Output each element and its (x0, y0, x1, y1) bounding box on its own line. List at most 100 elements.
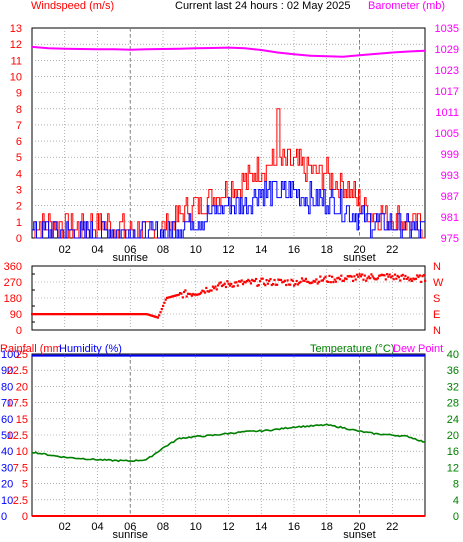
temperature-tick-label: 32 (447, 381, 459, 393)
direction-point (232, 285, 235, 288)
windspeed-tick-label: 11 (11, 55, 22, 67)
direction-point (235, 281, 238, 284)
direction-point (113, 313, 116, 316)
direction-tick-label: 90 (10, 309, 22, 321)
wind-x-tick-label: 14 (255, 244, 267, 256)
direction-point (238, 280, 241, 283)
direction-point (337, 276, 340, 279)
direction-point (95, 313, 98, 316)
direction-point (316, 282, 319, 285)
compass-tick-label: W (433, 277, 444, 289)
direction-point (321, 279, 324, 282)
direction-point (260, 277, 263, 280)
direction-point (121, 313, 124, 316)
direction-point (133, 313, 136, 316)
direction-point (206, 290, 209, 293)
direction-point (101, 313, 104, 316)
direction-point (92, 313, 95, 316)
direction-point (159, 311, 162, 314)
direction-point (31, 313, 34, 316)
direction-point (345, 277, 348, 281)
direction-point (389, 276, 393, 279)
direction-point (338, 278, 342, 281)
direction-point (141, 313, 144, 316)
direction-point (169, 295, 173, 298)
direction-point (258, 280, 262, 283)
temp-x-tick-label: 18 (321, 521, 333, 533)
direction-point (70, 313, 73, 316)
windspeed-tick-label: 1 (16, 217, 22, 229)
direction-panel: 0 N 90 E 180 S 270 W 360 N (4, 261, 444, 337)
direction-point (58, 313, 61, 316)
direction-point (234, 281, 237, 284)
direction-point (269, 278, 272, 281)
direction-point (355, 273, 359, 276)
direction-point (265, 279, 268, 282)
direction-point (118, 313, 121, 316)
direction-point (93, 313, 97, 316)
windspeed-tick-label: 2 (16, 201, 22, 213)
temperature-tick-label: 36 (447, 365, 459, 377)
direction-point (349, 274, 352, 278)
direction-point (57, 313, 60, 316)
direction-point (54, 313, 57, 316)
wind-x-tick-label: 08 (157, 244, 169, 256)
direction-point (183, 290, 186, 294)
direction-point (319, 275, 322, 278)
direction-point (374, 278, 377, 281)
direction-point (32, 313, 35, 316)
direction-point (262, 282, 266, 285)
direction-point (350, 275, 353, 278)
direction-point (365, 279, 368, 282)
direction-point (240, 279, 243, 282)
direction-point (49, 313, 52, 316)
wind-x-tick-label: 10 (190, 244, 202, 256)
windspeed-tick-label: 13 (10, 23, 22, 35)
wind-x-tick-label: 12 (222, 244, 234, 256)
direction-point (215, 288, 218, 291)
rainfall-tick-label: 17.5 (7, 398, 28, 410)
direction-point (314, 280, 317, 283)
direction-point (247, 278, 250, 281)
rainfall-tick-label: 20 (16, 381, 28, 393)
direction-point (192, 292, 195, 296)
direction-point (61, 313, 64, 316)
direction-point (148, 314, 152, 317)
direction-point (388, 273, 391, 276)
temperature-tick-label: 12 (447, 462, 459, 474)
wind-sunrise-marker-label: sunrise (113, 252, 148, 264)
compass-tick-label: N (433, 325, 441, 337)
direction-point (253, 279, 256, 283)
direction-point (249, 282, 252, 285)
rainfall-tick-label: 2.5 (13, 495, 28, 507)
direction-point (291, 279, 294, 282)
direction-point (320, 279, 323, 282)
direction-point (180, 292, 183, 295)
direction-point (268, 279, 271, 282)
direction-point (279, 278, 283, 282)
direction-point (84, 313, 87, 316)
direction-point (151, 314, 154, 317)
direction-point (344, 277, 347, 280)
humidity-tick-label: 30 (1, 462, 13, 474)
wind-x-tick-label: 20 (353, 244, 365, 256)
direction-point (328, 274, 331, 277)
direction-point (67, 313, 70, 316)
direction-tick-label: 270 (4, 277, 22, 289)
direction-point (163, 301, 166, 304)
direction-point (307, 280, 310, 284)
wind-x-tick-label: 06 (124, 244, 136, 256)
direction-point (75, 313, 78, 316)
direction-point (139, 313, 142, 316)
direction-point (177, 293, 180, 296)
direction-point (109, 313, 112, 316)
direction-point (143, 313, 146, 316)
dewpoint-axis-title: Dew Point (393, 343, 443, 355)
direction-point (83, 313, 86, 316)
direction-point (197, 293, 200, 296)
direction-point (311, 281, 314, 284)
temperature-line (31, 423, 426, 463)
wind-x-tick-label: 16 (288, 244, 300, 256)
direction-point (359, 275, 362, 278)
direction-point (72, 313, 76, 316)
